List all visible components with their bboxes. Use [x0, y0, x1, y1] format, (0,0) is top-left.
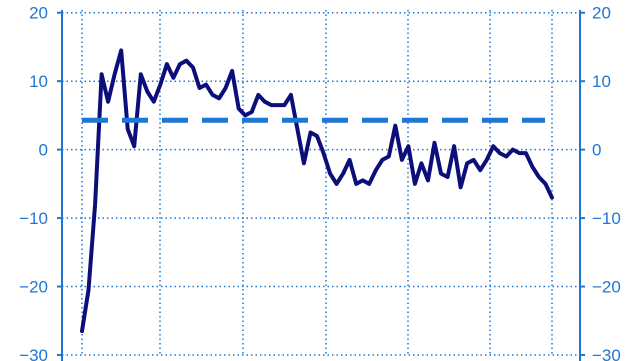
- y-tick-label-left: 20: [29, 4, 48, 23]
- y-tick-label-right: 0: [592, 141, 601, 160]
- series-line-main: [80, 48, 554, 333]
- y-tick-label-left: −10: [19, 209, 48, 228]
- tick-labels: 20 20 10 10 0 0 −10 −10 −20 −20 −30 −30: [19, 4, 621, 361]
- y-tick-label-left: 0: [39, 141, 48, 160]
- y-tick-label-right: −10: [592, 209, 621, 228]
- grid-lines: [62, 10, 580, 356]
- y-tick-label-left: −20: [19, 278, 48, 297]
- series-layer: [80, 48, 554, 333]
- axes: [57, 10, 585, 361]
- y-tick-label-right: −20: [592, 278, 621, 297]
- y-tick-label-left: 10: [29, 72, 48, 91]
- y-tick-label-right: 10: [592, 72, 611, 91]
- y-tick-label-right: 20: [592, 4, 611, 23]
- y-tick-label-right: −30: [592, 346, 621, 361]
- y-tick-label-left: −30: [19, 346, 48, 361]
